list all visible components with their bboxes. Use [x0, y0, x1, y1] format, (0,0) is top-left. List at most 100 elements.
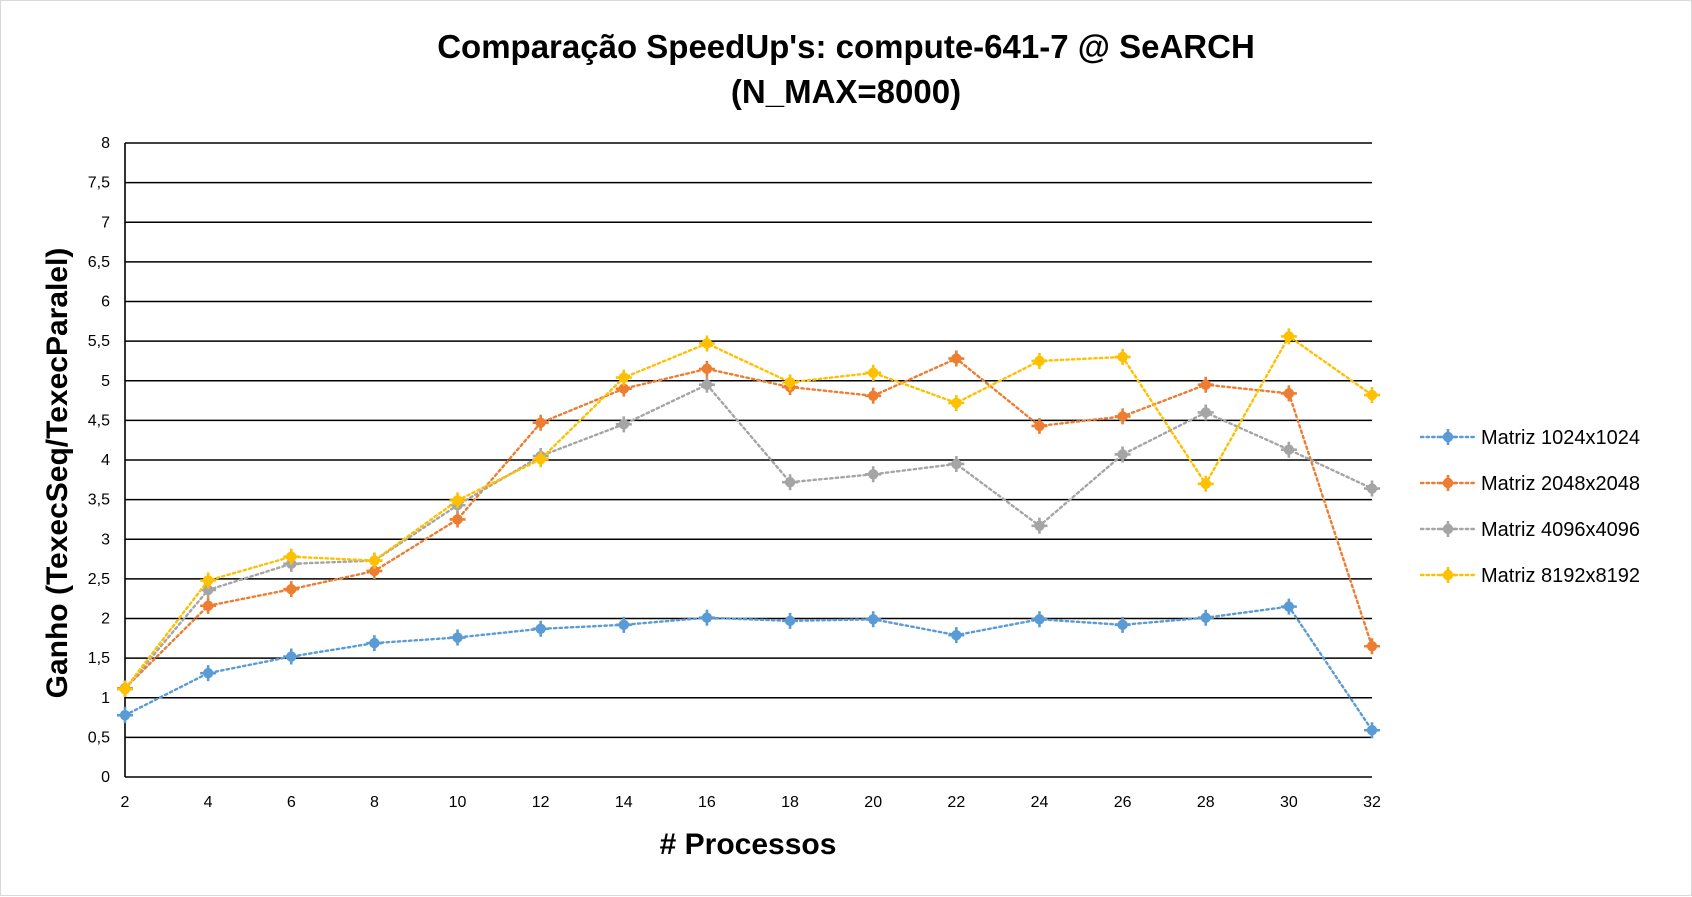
- x-tick-label: 26: [1114, 794, 1132, 811]
- data-point: [1280, 385, 1297, 402]
- data-point: [1280, 598, 1297, 615]
- x-tick-label: 16: [698, 794, 716, 811]
- marker-spike: [200, 572, 217, 589]
- legend-item: Matriz 2048x2048: [1419, 473, 1640, 495]
- data-point: [1197, 404, 1214, 421]
- marker-spike: [1440, 429, 1456, 445]
- x-tick-label: 4: [204, 794, 213, 811]
- legend-marker: [1440, 475, 1456, 491]
- data-point: [1197, 376, 1214, 393]
- series-4: [117, 328, 1380, 698]
- y-tick-label: 5: [101, 373, 110, 390]
- data-point: [615, 369, 632, 386]
- y-tick-label: 8: [101, 135, 110, 152]
- y-tick-label: 7,5: [88, 175, 110, 192]
- marker-spike: [782, 374, 799, 391]
- data-point: [1114, 446, 1131, 463]
- marker-spike: [283, 548, 300, 565]
- marker-spike: [1114, 616, 1131, 633]
- x-tick-label: 8: [370, 794, 379, 811]
- marker-spike: [1364, 387, 1380, 404]
- marker-spike: [782, 612, 799, 629]
- marker-spike: [698, 609, 715, 626]
- marker-spike: [532, 414, 549, 431]
- data-point: [782, 374, 799, 391]
- x-axis-title: # Processos: [660, 828, 837, 861]
- series-line: [123, 383, 1374, 691]
- marker-spike: [615, 369, 632, 386]
- series-2: [117, 350, 1380, 697]
- y-tick-label: 5,5: [88, 333, 110, 350]
- series-3: [117, 376, 1380, 698]
- marker-spike: [1364, 480, 1380, 497]
- marker-spike: [782, 474, 799, 491]
- marker-spike: [615, 616, 632, 633]
- legend-label: Matriz 1024x1024: [1481, 427, 1640, 449]
- legend-label: Matriz 8192x8192: [1481, 565, 1640, 587]
- legend-marker: [1440, 521, 1456, 537]
- data-point: [698, 609, 715, 626]
- data-point: [449, 492, 466, 509]
- data-point: [366, 635, 383, 652]
- marker-spike: [532, 620, 549, 637]
- legend-item: Matriz 4096x4096: [1419, 519, 1640, 541]
- legend-marker: [1440, 567, 1456, 583]
- y-tick-label: 0: [101, 769, 110, 786]
- data-point: [615, 416, 632, 433]
- data-point: [782, 474, 799, 491]
- marker-spike: [865, 466, 882, 483]
- data-point: [1364, 387, 1380, 404]
- legend-marker: [1440, 429, 1456, 445]
- marker-spike: [698, 376, 715, 393]
- y-axis-ticks: 0 0,5 1 1,5 2 2,5 3 3,5 4 4,5 5 5,5 6 6,5 7 7,5 8: [88, 135, 110, 786]
- marker-spike: [1280, 385, 1297, 402]
- y-tick-label: 4,5: [88, 412, 110, 429]
- axes: [124, 143, 1372, 778]
- data-point: [117, 707, 133, 724]
- marker-spike: [698, 360, 715, 377]
- data-point: [1364, 722, 1380, 739]
- marker-spike: [698, 335, 715, 352]
- data-point: [1114, 348, 1131, 365]
- y-tick-label: 1,5: [88, 650, 110, 667]
- marker-spike: [366, 552, 383, 569]
- marker-spike: [1280, 328, 1297, 345]
- marker-spike: [449, 511, 466, 528]
- marker-spike: [948, 350, 965, 367]
- marker-spike: [1197, 609, 1214, 626]
- marker-spike: [1197, 475, 1214, 492]
- x-tick-label: 24: [1031, 794, 1049, 811]
- marker-spike: [1031, 611, 1048, 628]
- data-point: [200, 581, 217, 598]
- series-line: [123, 357, 1374, 690]
- marker-spike: [532, 451, 549, 468]
- marker-spike: [200, 597, 217, 614]
- data-point: [948, 394, 965, 411]
- marker-spike: [1114, 446, 1131, 463]
- marker-spike: [948, 627, 965, 644]
- data-point: [782, 612, 799, 629]
- marker-spike: [865, 611, 882, 628]
- marker-spike: [117, 707, 133, 724]
- data-point: [948, 627, 965, 644]
- marker-spike: [1280, 598, 1297, 615]
- series-line: [123, 605, 1374, 732]
- data-point: [865, 364, 882, 381]
- x-tick-label: 12: [532, 794, 550, 811]
- marker-spike: [1440, 475, 1456, 491]
- marker-spike: [117, 681, 133, 698]
- x-tick-label: 10: [449, 794, 467, 811]
- marker-spike: [449, 629, 466, 646]
- series-lines: [117, 328, 1380, 739]
- y-axis-title: Ganho (TexecSeq/TexecParalel): [41, 248, 74, 699]
- chart-title: Comparação SpeedUp's: compute-641-7 @ Se…: [437, 28, 1255, 65]
- data-point: [532, 620, 549, 637]
- data-point: [283, 581, 300, 598]
- legend-label: Matriz 2048x2048: [1481, 473, 1640, 495]
- data-point: [865, 611, 882, 628]
- marker-spike: [1364, 638, 1380, 655]
- data-point: [698, 335, 715, 352]
- marker-spike: [948, 455, 965, 472]
- data-point: [200, 572, 217, 589]
